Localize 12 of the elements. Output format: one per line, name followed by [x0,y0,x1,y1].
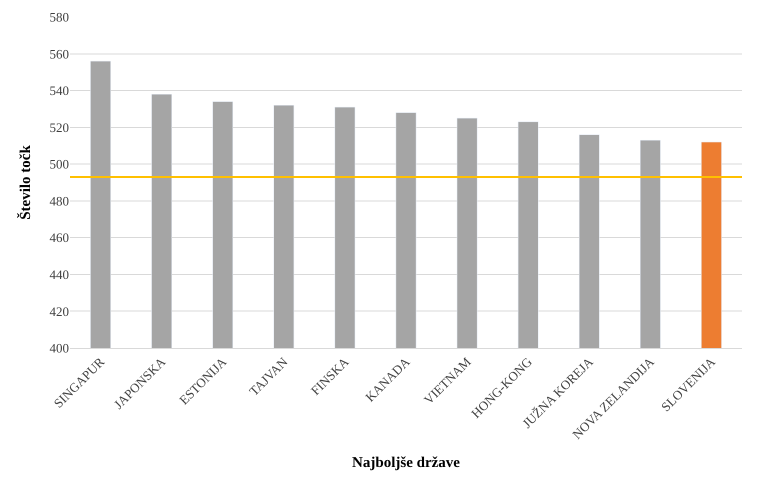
y-axis-title: Število točk [16,144,34,220]
x-axis-title: Najboljše države [352,455,460,472]
y-tick-label: 420 [50,304,69,319]
y-tick-label: 520 [50,120,69,135]
y-tick-label: 580 [50,10,69,25]
y-tick-label: 460 [50,230,69,246]
y-tick-label: 560 [50,46,69,62]
y-tick-label: 400 [50,340,69,356]
y-tick-label: 540 [50,83,69,98]
y-tick-label: 480 [50,193,69,208]
y-tick-label: 500 [50,156,69,172]
y-tick-label: 440 [50,266,69,282]
